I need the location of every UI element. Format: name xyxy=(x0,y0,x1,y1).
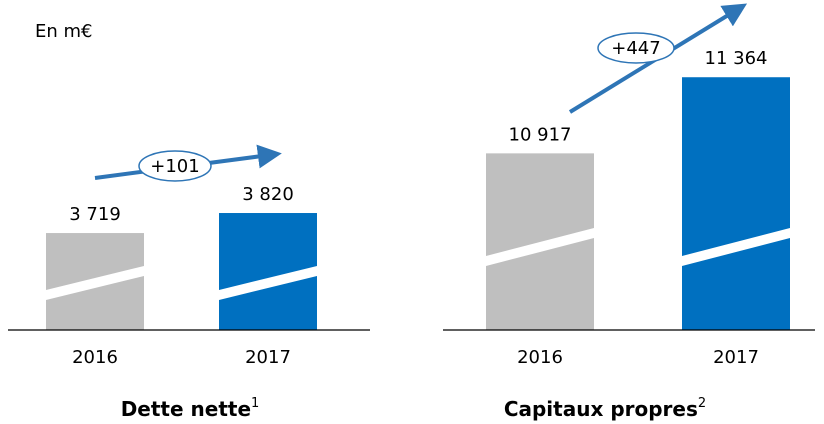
bar-break xyxy=(682,228,790,266)
annotation: +447 xyxy=(611,38,660,59)
annotation-bubble xyxy=(138,150,212,182)
value-label: 10 917 xyxy=(509,124,572,145)
chart-title-note: 2 xyxy=(698,396,706,411)
value-label: 11 364 xyxy=(705,48,768,69)
x-tick-label: 2017 xyxy=(245,347,291,368)
value-label: 3 820 xyxy=(242,184,294,205)
unit-note: En m€ xyxy=(35,21,93,42)
bar xyxy=(682,77,790,330)
chart-title: Capitaux propres2 xyxy=(504,396,706,421)
x-tick-label: 2017 xyxy=(713,347,759,368)
trend-arrow xyxy=(568,3,748,114)
value-label: 3 719 xyxy=(69,204,121,225)
chart-title-text: Capitaux propres xyxy=(504,397,698,421)
bar-break xyxy=(46,266,144,300)
x-tick-label: 2016 xyxy=(72,347,118,368)
bar-break xyxy=(486,228,594,266)
x-tick-label: 2016 xyxy=(517,347,563,368)
chart-title: Dette nette1 xyxy=(121,396,260,421)
bar-break xyxy=(219,266,317,300)
chart-title-note: 1 xyxy=(251,396,259,411)
annotation: +101 xyxy=(150,156,199,177)
chart-title-text: Dette nette xyxy=(121,397,251,421)
annotation-bubble xyxy=(597,32,675,64)
